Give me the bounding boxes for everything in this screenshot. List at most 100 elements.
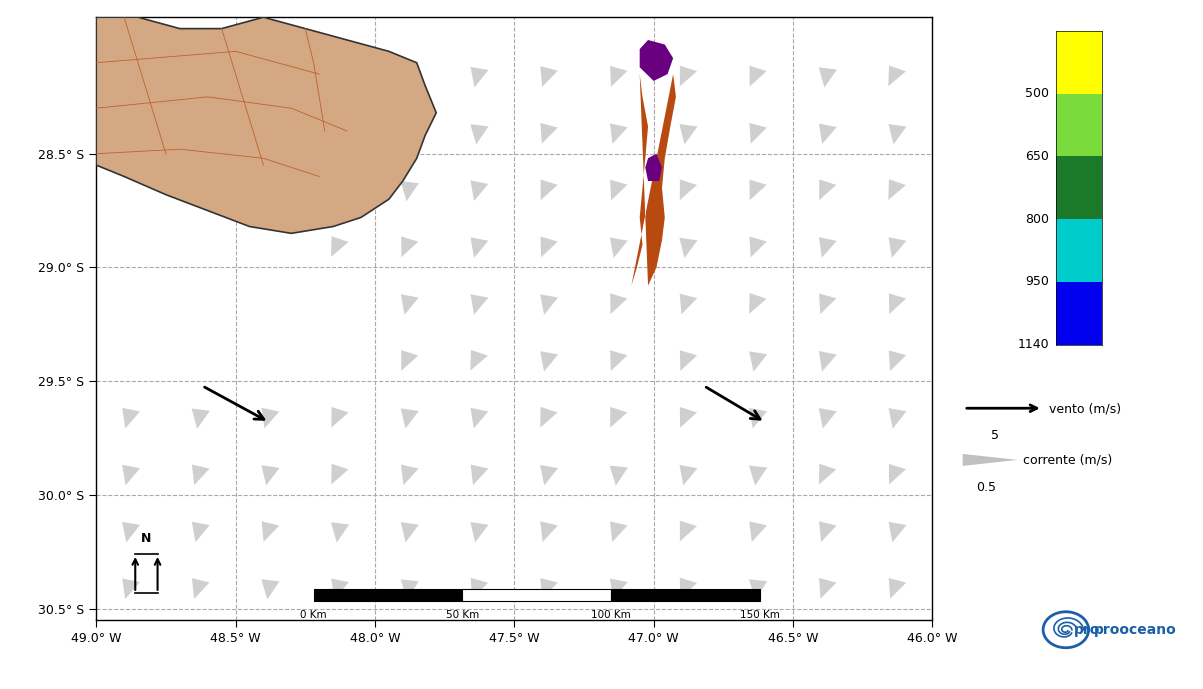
Polygon shape (123, 579, 140, 599)
Polygon shape (610, 180, 628, 200)
Polygon shape (640, 40, 674, 81)
Polygon shape (610, 466, 628, 486)
Text: 50 Km: 50 Km (445, 610, 479, 620)
Bar (314, 589, 462, 601)
Polygon shape (749, 293, 766, 313)
Polygon shape (401, 66, 419, 87)
Polygon shape (540, 236, 558, 257)
Text: 800: 800 (1025, 213, 1049, 225)
Polygon shape (331, 236, 349, 257)
Polygon shape (610, 238, 628, 258)
Polygon shape (749, 65, 766, 86)
Polygon shape (540, 465, 558, 486)
Polygon shape (632, 74, 676, 286)
Polygon shape (889, 237, 906, 258)
Polygon shape (819, 522, 836, 542)
Polygon shape (749, 579, 768, 599)
Text: vento (m/s): vento (m/s) (1049, 402, 1121, 415)
Polygon shape (331, 68, 349, 88)
Polygon shape (819, 408, 837, 429)
Polygon shape (749, 408, 768, 429)
Polygon shape (749, 466, 768, 486)
Text: corrente (m/s): corrente (m/s) (1023, 454, 1112, 466)
Bar (462, 589, 611, 601)
Polygon shape (401, 409, 419, 429)
Polygon shape (192, 578, 209, 599)
Polygon shape (540, 123, 558, 144)
Polygon shape (749, 522, 768, 542)
Polygon shape (889, 294, 906, 314)
Bar (1056, 282, 1102, 344)
Polygon shape (749, 123, 766, 143)
Polygon shape (470, 124, 488, 145)
Polygon shape (401, 350, 419, 371)
Polygon shape (470, 578, 488, 599)
Polygon shape (191, 409, 209, 429)
Polygon shape (401, 123, 419, 144)
Polygon shape (819, 351, 837, 371)
Text: 5: 5 (990, 429, 998, 442)
Polygon shape (680, 124, 698, 145)
Polygon shape (889, 408, 907, 429)
Polygon shape (749, 236, 766, 258)
Polygon shape (610, 66, 628, 87)
Polygon shape (470, 464, 488, 485)
Polygon shape (261, 408, 279, 429)
Polygon shape (889, 464, 906, 484)
Polygon shape (122, 522, 140, 542)
Text: 0 Km: 0 Km (301, 610, 327, 620)
Polygon shape (470, 522, 488, 542)
Polygon shape (889, 124, 907, 145)
Polygon shape (819, 464, 836, 484)
Polygon shape (331, 522, 349, 542)
Polygon shape (261, 579, 279, 599)
Polygon shape (819, 123, 837, 144)
Polygon shape (962, 454, 1018, 466)
Text: 500: 500 (1025, 88, 1049, 100)
Text: 650: 650 (1025, 150, 1049, 163)
Polygon shape (470, 67, 488, 88)
Polygon shape (401, 236, 419, 257)
Polygon shape (401, 181, 419, 201)
Polygon shape (540, 66, 558, 87)
Polygon shape (680, 350, 697, 371)
Polygon shape (888, 65, 906, 86)
Polygon shape (331, 579, 349, 599)
Bar (611, 589, 759, 601)
Polygon shape (610, 407, 627, 428)
Polygon shape (680, 521, 697, 542)
Polygon shape (470, 350, 488, 371)
Polygon shape (401, 464, 419, 485)
Polygon shape (540, 294, 558, 315)
Bar (1056, 219, 1102, 282)
Polygon shape (819, 294, 836, 314)
Polygon shape (819, 179, 836, 200)
Polygon shape (540, 407, 558, 428)
Polygon shape (680, 407, 697, 428)
Polygon shape (401, 579, 419, 599)
Polygon shape (819, 68, 837, 88)
Polygon shape (819, 578, 836, 599)
Polygon shape (749, 179, 766, 200)
Polygon shape (610, 294, 628, 314)
Polygon shape (680, 179, 697, 200)
Polygon shape (749, 351, 768, 372)
Polygon shape (540, 179, 558, 200)
Polygon shape (191, 522, 209, 542)
Text: pro: pro (1074, 624, 1101, 637)
Text: 100 Km: 100 Km (591, 610, 630, 620)
Polygon shape (401, 294, 419, 315)
Polygon shape (680, 465, 698, 486)
Text: 950: 950 (1025, 276, 1049, 288)
Polygon shape (470, 408, 488, 429)
Polygon shape (261, 522, 279, 542)
Polygon shape (680, 238, 698, 258)
Bar (1056, 31, 1102, 94)
Polygon shape (331, 124, 349, 144)
Text: prooceano: prooceano (1094, 624, 1177, 637)
Polygon shape (261, 465, 279, 486)
Polygon shape (680, 65, 697, 86)
Polygon shape (331, 181, 349, 201)
Polygon shape (540, 522, 558, 542)
Polygon shape (470, 294, 488, 315)
